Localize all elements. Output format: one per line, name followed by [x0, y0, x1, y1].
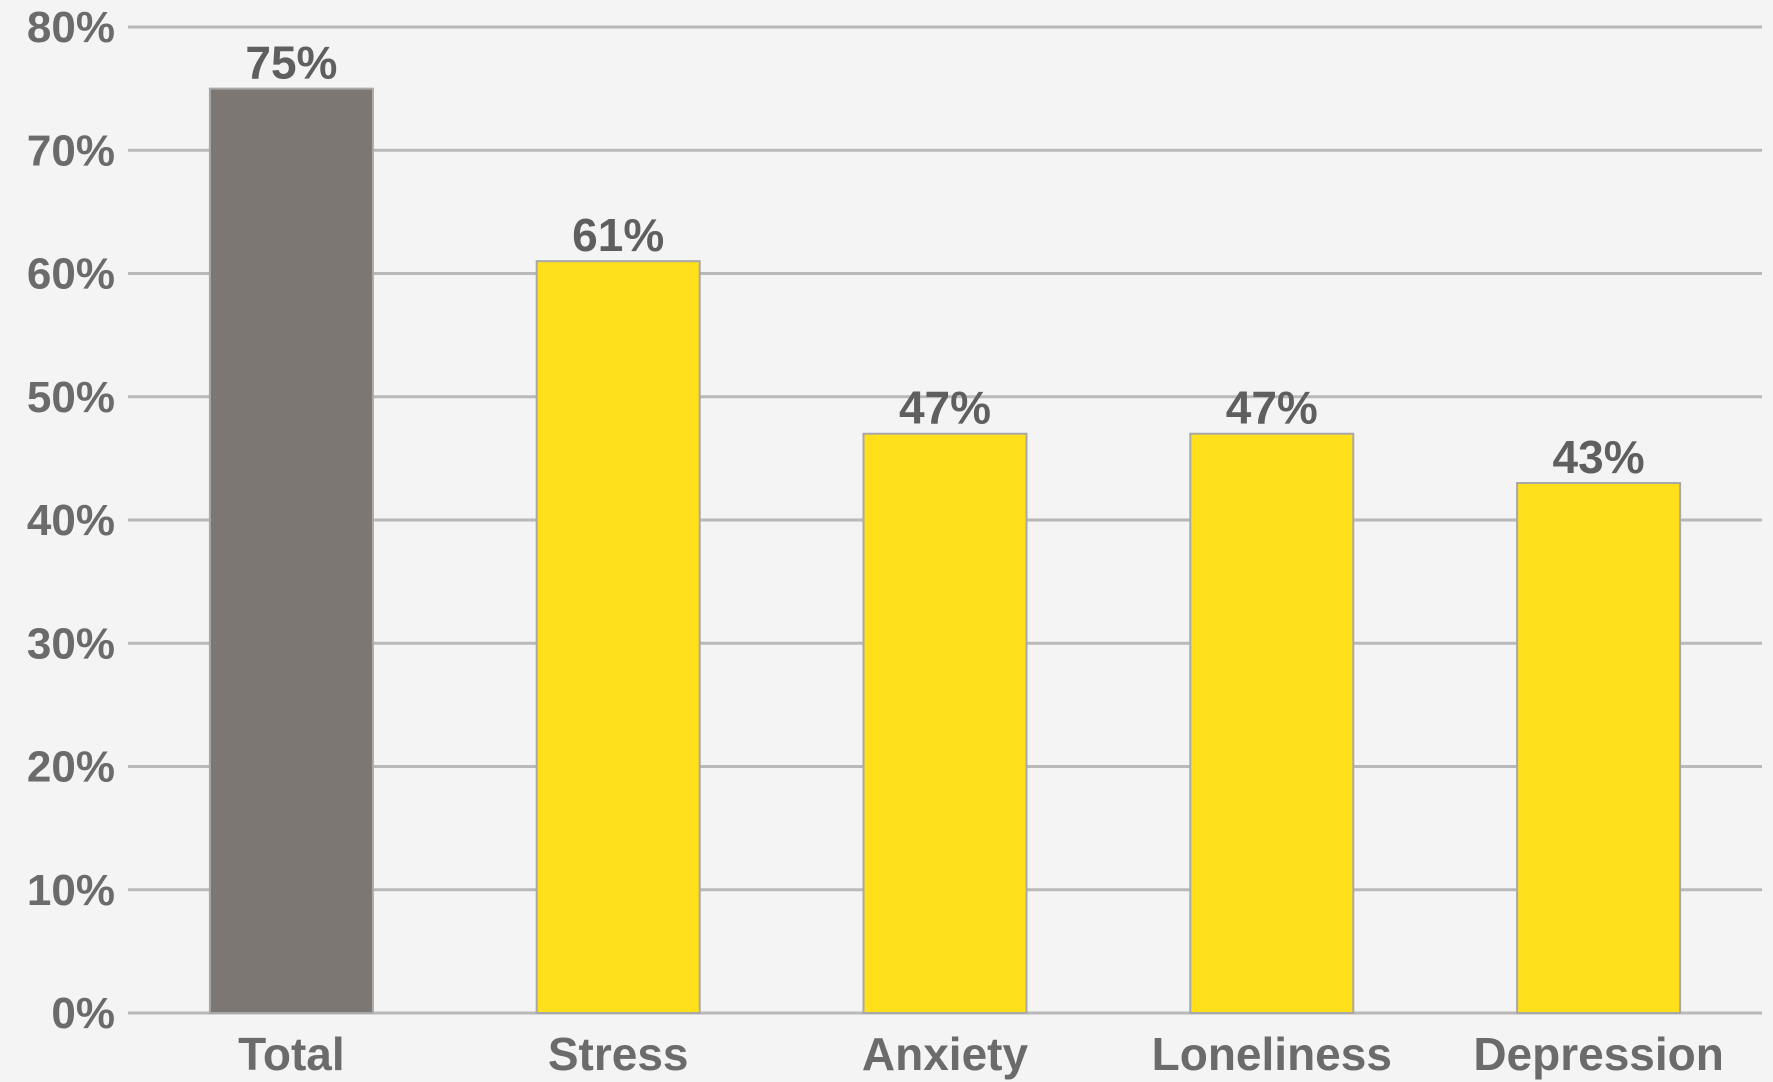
category-label-depression: Depression: [1473, 1028, 1724, 1080]
y-tick-label: 60%: [27, 250, 115, 299]
y-tick-label: 20%: [27, 743, 115, 792]
data-label-loneliness: 47%: [1226, 382, 1318, 434]
category-label-anxiety: Anxiety: [862, 1028, 1029, 1080]
category-label-total: Total: [238, 1028, 344, 1080]
bars: [208, 87, 1682, 1015]
data-label-total: 75%: [245, 37, 337, 89]
data-label-stress: 61%: [572, 209, 664, 261]
data-label-anxiety: 47%: [899, 382, 991, 434]
y-tick-label: 70%: [27, 126, 115, 175]
data-label-depression: 43%: [1553, 431, 1645, 483]
y-axis-ticks: 0% 10% 20% 30% 40% 50% 60% 70% 80%: [27, 3, 115, 1038]
category-label-loneliness: Loneliness: [1152, 1028, 1392, 1080]
bar-stress: [535, 260, 701, 1014]
bar-total: [208, 87, 374, 1014]
y-tick-label: 80%: [27, 3, 115, 52]
x-axis-categories: Total Stress Anxiety Loneliness Depression: [238, 1028, 1724, 1080]
y-tick-label: 40%: [27, 496, 115, 545]
data-labels: 75% 61% 47% 47% 43%: [245, 37, 1644, 483]
y-tick-label: 0%: [51, 989, 115, 1038]
category-label-stress: Stress: [548, 1028, 689, 1080]
y-tick-label: 10%: [27, 866, 115, 915]
y-tick-label: 30%: [27, 619, 115, 668]
bar-loneliness: [1189, 432, 1355, 1015]
bar-depression: [1516, 482, 1682, 1014]
bar-anxiety: [862, 432, 1028, 1015]
y-tick-label: 50%: [27, 373, 115, 422]
